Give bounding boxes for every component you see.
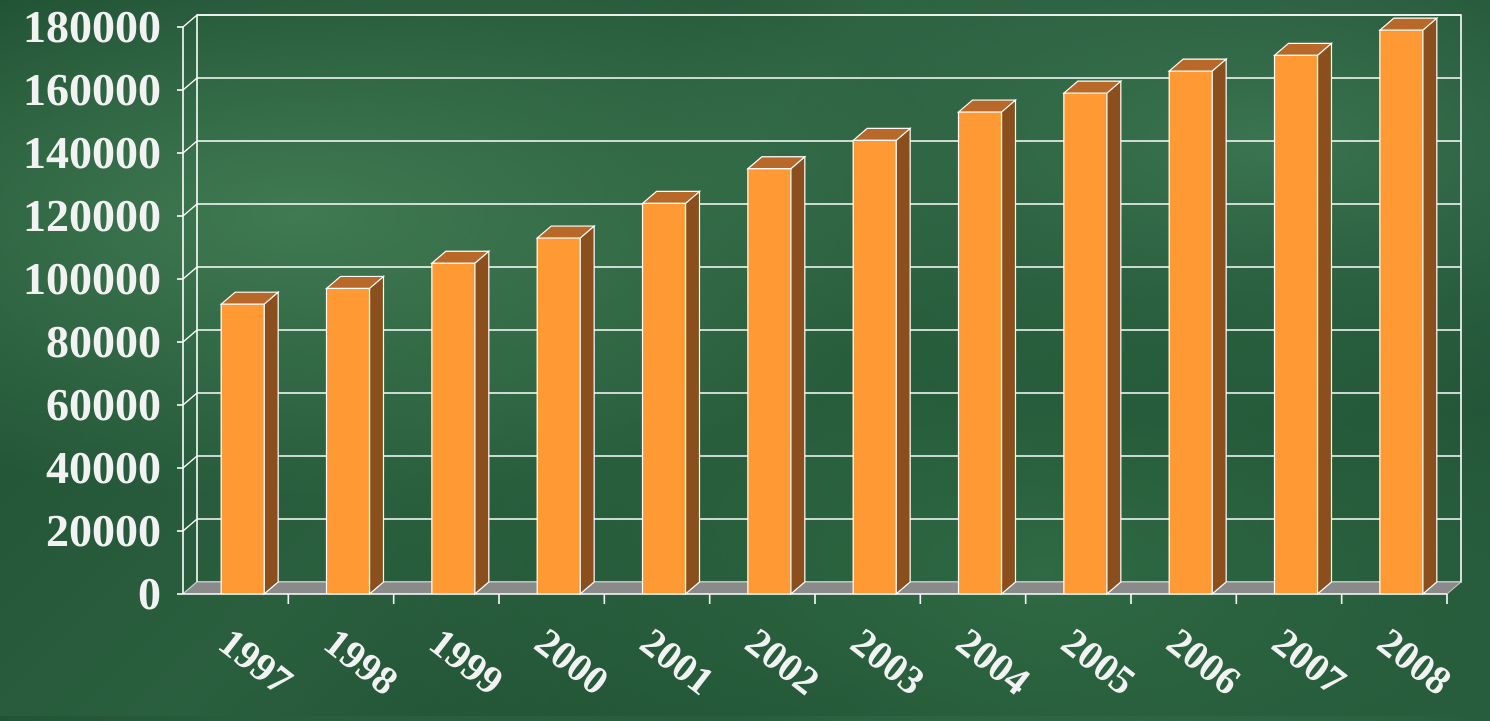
bar-side (895, 127, 911, 596)
bar (325, 287, 371, 595)
x-tick-label: 2001 (632, 619, 723, 704)
bar (1273, 54, 1319, 595)
y-tick-label: 180000 (23, 1, 161, 52)
bar-side (368, 275, 385, 596)
x-tick-label: 2004 (948, 619, 1039, 704)
bar (852, 139, 897, 595)
bar (641, 202, 687, 595)
bar-side (1422, 16, 1438, 596)
bar-side (1000, 98, 1017, 596)
y-tick-label: 160000 (23, 64, 161, 115)
x-tick-label: 1997 (211, 619, 302, 704)
bar (1063, 92, 1108, 595)
side-gridline (182, 140, 198, 154)
y-tick-label: 100000 (23, 253, 161, 304)
bar (1168, 70, 1213, 595)
y-tick-label: 0 (138, 568, 161, 619)
bar (431, 262, 476, 595)
bar-side (579, 224, 595, 596)
bar-side (684, 190, 701, 596)
side-gridline (182, 518, 198, 532)
x-tick-label: 2002 (737, 619, 828, 704)
side-gridline (182, 455, 198, 469)
x-tick-label: 2006 (1159, 619, 1250, 704)
bar (220, 303, 265, 595)
x-tick-label: 1998 (316, 619, 407, 704)
y-tick-label: 60000 (46, 379, 161, 430)
y-tick-label: 80000 (46, 316, 161, 367)
back-wall (196, 14, 1462, 583)
x-tick-label: 1999 (421, 619, 512, 704)
side-gridline (182, 392, 198, 406)
bar (747, 168, 792, 595)
y-tick-label: 120000 (23, 190, 161, 241)
x-tick-label: 2007 (1264, 619, 1355, 704)
bar (1379, 29, 1424, 595)
bar-side (1106, 79, 1122, 596)
side-gridline (182, 329, 198, 343)
bar-side (1211, 57, 1227, 596)
bar (536, 237, 581, 595)
bar-side (474, 249, 490, 596)
side-gridline (182, 203, 198, 217)
bar-side (790, 155, 806, 596)
x-tick-label: 2005 (1053, 619, 1144, 704)
bar (957, 111, 1003, 595)
x-tick-label: 2000 (527, 619, 618, 704)
x-tick-label: 2003 (843, 619, 934, 704)
y-tick-label: 140000 (23, 127, 161, 178)
side-gridline (182, 266, 198, 280)
bar-side (263, 290, 279, 596)
side-gridline (182, 14, 198, 28)
side-gridline (182, 77, 198, 91)
bar-side (1316, 42, 1333, 596)
y-tick-label: 20000 (46, 505, 161, 556)
y-tick-label: 40000 (46, 442, 161, 493)
x-tick-label: 2008 (1369, 619, 1460, 704)
